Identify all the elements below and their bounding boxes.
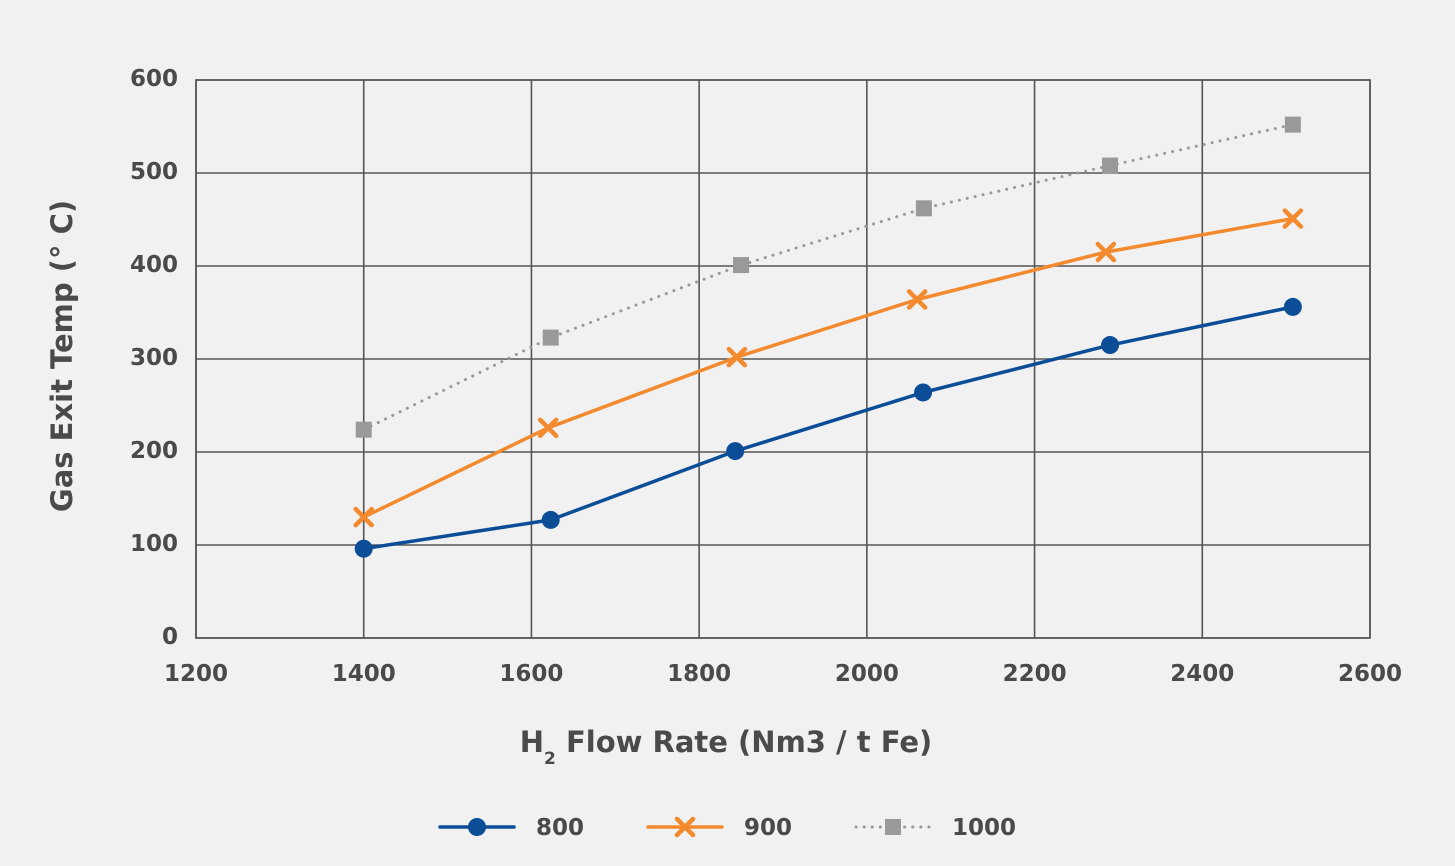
data-point-800 <box>541 510 560 529</box>
x-axis-title: H2 Flow Rate (Nm3 / t Fe) <box>520 725 933 769</box>
x-tick-label: 1800 <box>667 661 731 687</box>
series-line-800 <box>361 305 1295 551</box>
y-tick-label: 400 <box>130 252 178 278</box>
legend-item-1000: 1000 <box>854 815 1016 841</box>
data-point-900 <box>1282 208 1304 229</box>
data-point-1000 <box>1284 116 1301 133</box>
data-point-800 <box>726 442 745 461</box>
data-point-900 <box>1095 241 1117 263</box>
legend-swatch-marker <box>885 819 901 835</box>
plot-frame <box>195 79 1371 639</box>
y-tick-label: 500 <box>130 159 178 185</box>
data-point-800 <box>914 383 933 402</box>
x-tick-label: 2000 <box>835 661 899 687</box>
x-tick-label: 1600 <box>499 661 563 687</box>
y-tick-label: 600 <box>130 66 178 92</box>
legend-item-800: 800 <box>438 815 584 841</box>
series-line-900 <box>361 216 1295 519</box>
data-point-900 <box>537 417 559 439</box>
x-axis-tick-labels: 1200 1400 1600 1800 2000 2200 2400 2600 <box>164 661 1402 687</box>
data-point-1000 <box>1102 157 1119 174</box>
legend-swatch-marker <box>674 816 696 838</box>
x-axis-title-subscript: 2 <box>544 749 556 769</box>
legend-label: 1000 <box>952 815 1016 841</box>
legend-label: 800 <box>536 815 584 841</box>
x-axis-title-main: H <box>520 725 544 759</box>
data-point-800 <box>1283 297 1302 316</box>
y-tick-label: 0 <box>162 624 178 650</box>
y-axis-tick-labels: 0 100 200 300 400 500 600 <box>130 66 178 650</box>
data-point-900 <box>726 346 748 368</box>
data-point-900 <box>906 289 928 310</box>
series-800 <box>354 297 1302 558</box>
series-line-1000 <box>362 123 1295 432</box>
x-tick-label: 2400 <box>1170 661 1234 687</box>
y-tick-label: 200 <box>130 438 178 464</box>
grid-lines <box>195 79 1371 639</box>
x-axis-title-rest: Flow Rate (Nm3 / t Fe) <box>556 725 932 759</box>
legend-swatch-marker <box>468 818 486 836</box>
x-tick-label: 1400 <box>332 661 396 687</box>
series-900 <box>353 208 1304 528</box>
legend-label: 900 <box>744 815 792 841</box>
data-point-1000 <box>355 421 372 438</box>
x-tick-label: 2200 <box>1003 661 1067 687</box>
y-tick-label: 100 <box>130 531 178 557</box>
y-tick-label: 300 <box>130 345 178 371</box>
data-point-1000 <box>733 257 750 274</box>
legend-item-900: 900 <box>646 815 792 841</box>
legend: 800 900 1000 <box>438 815 1016 841</box>
data-point-800 <box>1101 336 1120 355</box>
x-tick-label: 2600 <box>1338 661 1402 687</box>
data-point-900 <box>353 506 374 528</box>
data-point-800 <box>354 539 373 558</box>
data-series <box>353 116 1304 558</box>
data-point-1000 <box>915 200 932 217</box>
x-tick-label: 1200 <box>164 661 228 687</box>
series-1000 <box>355 116 1301 438</box>
data-point-1000 <box>542 329 559 346</box>
y-axis-title: Gas Exit Temp (° C) <box>45 200 79 512</box>
